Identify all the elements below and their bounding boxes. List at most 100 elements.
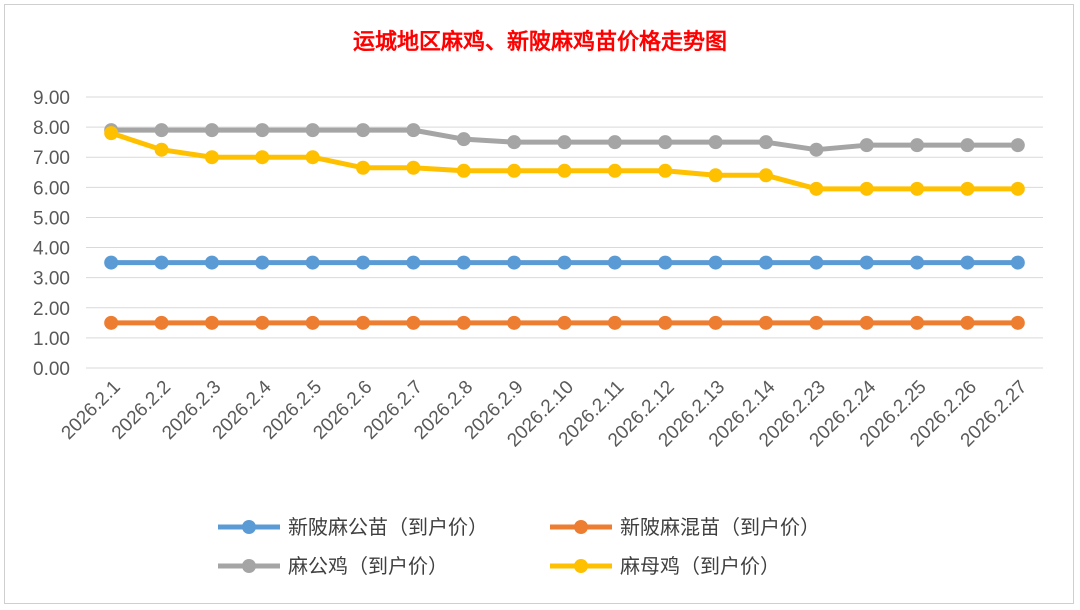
legend-item: 新陂麻公苗（到户价） <box>218 515 488 539</box>
legend-label: 麻母鸡（到户价） <box>620 554 780 578</box>
data-point <box>406 160 421 175</box>
data-point <box>305 150 320 165</box>
series-layer <box>104 123 1025 330</box>
y-tick-label: 4.00 <box>33 239 70 260</box>
data-point <box>154 255 169 270</box>
legend-swatch-marker <box>242 559 256 573</box>
data-point <box>557 315 572 330</box>
data-point <box>507 255 522 270</box>
legend: 新陂麻公苗（到户价） 新陂麻混苗（到户价） 麻公鸡（到户价） 麻母鸡（到户价） <box>218 515 820 578</box>
data-point <box>960 181 975 196</box>
data-point <box>960 315 975 330</box>
data-point <box>204 315 219 330</box>
data-point <box>809 142 824 157</box>
data-point <box>809 255 824 270</box>
data-point <box>859 138 874 153</box>
data-point <box>154 123 169 138</box>
data-point <box>305 123 320 138</box>
data-point <box>204 123 219 138</box>
data-point <box>255 255 270 270</box>
data-point <box>910 138 925 153</box>
legend-label: 新陂麻混苗（到户价） <box>620 515 820 539</box>
data-point <box>607 135 622 150</box>
y-tick-label: 8.00 <box>33 118 70 139</box>
series-3 <box>104 123 1025 157</box>
legend-item: 新陂麻混苗（到户价） <box>550 515 820 539</box>
data-point <box>758 255 773 270</box>
data-point <box>809 315 824 330</box>
y-axis-ticks: 0.00 1.00 2.00 3.00 4.00 5.00 6.00 7.00 8.00 9.00 <box>33 88 70 380</box>
data-point <box>104 126 119 141</box>
data-point <box>255 123 270 138</box>
data-point <box>708 168 723 183</box>
data-point <box>1010 181 1025 196</box>
data-point <box>406 315 421 330</box>
data-point <box>758 135 773 150</box>
data-point <box>658 255 673 270</box>
data-point <box>1010 138 1025 153</box>
data-point <box>910 255 925 270</box>
data-point <box>1010 315 1025 330</box>
series-2 <box>104 315 1025 330</box>
data-point <box>859 315 874 330</box>
data-point <box>406 255 421 270</box>
data-point <box>708 135 723 150</box>
data-point <box>154 315 169 330</box>
data-point <box>356 160 371 175</box>
data-point <box>356 315 371 330</box>
data-point <box>104 255 119 270</box>
data-point <box>507 163 522 178</box>
y-tick-label: 5.00 <box>33 208 70 229</box>
series-1 <box>104 255 1025 270</box>
y-tick-label: 9.00 <box>33 88 70 109</box>
data-point <box>960 138 975 153</box>
data-point <box>507 135 522 150</box>
data-point <box>456 315 471 330</box>
data-point <box>204 150 219 165</box>
legend-label: 新陂麻公苗（到户价） <box>288 515 488 539</box>
chart-frame <box>4 4 1074 604</box>
data-point <box>356 255 371 270</box>
data-point <box>859 181 874 196</box>
legend-swatch-marker <box>242 520 256 534</box>
y-tick-label: 3.00 <box>33 269 70 290</box>
data-point <box>708 255 723 270</box>
data-point <box>305 255 320 270</box>
data-point <box>1010 255 1025 270</box>
data-point <box>910 315 925 330</box>
data-point <box>154 142 169 157</box>
data-point <box>658 315 673 330</box>
data-point <box>305 315 320 330</box>
y-tick-label: 7.00 <box>33 148 70 169</box>
y-tick-label: 2.00 <box>33 299 70 320</box>
data-point <box>607 315 622 330</box>
data-point <box>204 255 219 270</box>
data-point <box>960 255 975 270</box>
data-point <box>456 163 471 178</box>
data-point <box>456 255 471 270</box>
chart-title: 运城地区麻鸡、新陂麻鸡苗价格走势图 <box>353 29 727 55</box>
data-point <box>859 255 874 270</box>
data-point <box>456 132 471 147</box>
data-point <box>557 163 572 178</box>
legend-item: 麻母鸡（到户价） <box>550 554 780 578</box>
legend-label: 麻公鸡（到户价） <box>288 554 448 578</box>
legend-swatch-marker <box>574 559 588 573</box>
data-point <box>557 255 572 270</box>
data-point <box>607 163 622 178</box>
data-point <box>910 181 925 196</box>
data-point <box>758 315 773 330</box>
y-tick-label: 6.00 <box>33 178 70 199</box>
series-4 <box>104 126 1025 196</box>
data-point <box>255 150 270 165</box>
y-tick-label: 1.00 <box>33 329 70 350</box>
data-point <box>356 123 371 138</box>
data-point <box>104 315 119 330</box>
data-point <box>255 315 270 330</box>
data-point <box>708 315 723 330</box>
x-axis-ticks: 2026.2.12026.2.22026.2.32026.2.42026.2.5… <box>58 376 1032 451</box>
data-point <box>809 181 824 196</box>
legend-item: 麻公鸡（到户价） <box>218 554 448 578</box>
legend-swatch-marker <box>574 520 588 534</box>
data-point <box>507 315 522 330</box>
